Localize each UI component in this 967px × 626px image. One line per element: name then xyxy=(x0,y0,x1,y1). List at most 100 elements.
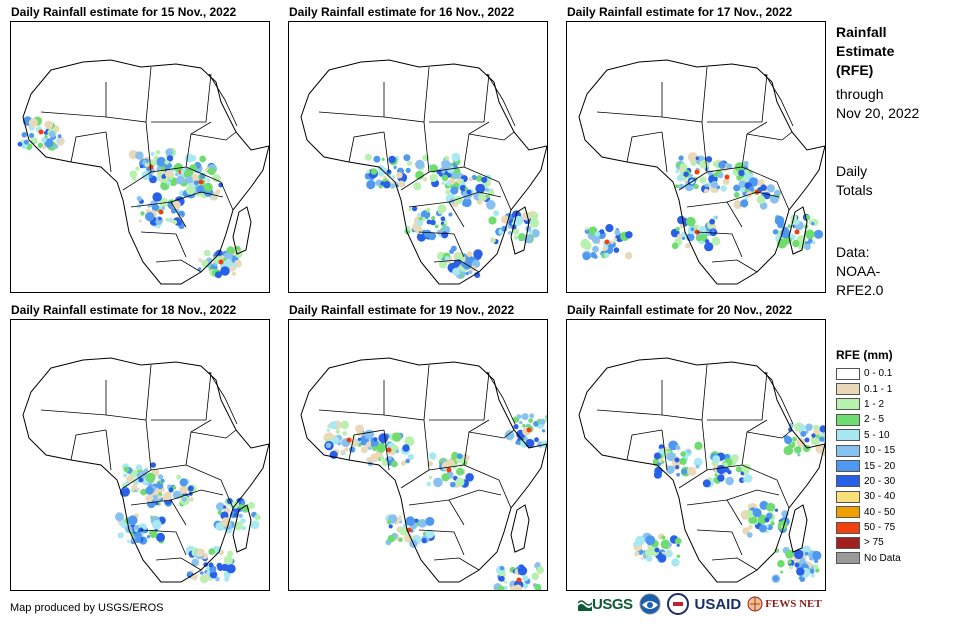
rain-cell xyxy=(437,229,442,235)
rain-cell xyxy=(676,174,684,182)
country-border xyxy=(429,73,490,123)
africa-coastline xyxy=(578,357,825,583)
rain-cell xyxy=(355,424,364,434)
panel-title-4: Daily Rainfall estimate for 18 Nov., 202… xyxy=(11,303,237,317)
rain-cell xyxy=(523,436,528,441)
rain-cell xyxy=(438,260,448,269)
rain-cell xyxy=(170,208,177,214)
country-border xyxy=(348,131,385,163)
usgs-logo-text: USGS xyxy=(592,595,633,613)
country-border xyxy=(150,121,212,173)
rain-cell xyxy=(675,537,682,545)
map-svg-5 xyxy=(300,357,547,590)
rain-cell xyxy=(475,175,483,182)
rain-core xyxy=(654,547,660,553)
rain-core xyxy=(724,174,730,180)
rain-cell xyxy=(512,228,520,235)
rain-cell xyxy=(164,170,173,178)
rain-cell xyxy=(459,184,467,192)
country-border xyxy=(626,131,663,163)
fews-globe-icon xyxy=(747,596,763,612)
rain-cell xyxy=(766,512,773,520)
rain-cell xyxy=(428,475,433,480)
rain-cell xyxy=(368,446,372,450)
rain-cell xyxy=(341,452,345,456)
rain-cell xyxy=(772,575,779,582)
country-border xyxy=(626,429,663,461)
rain-cell xyxy=(215,189,221,195)
logo-strip: USGS USAID FEWS NET xyxy=(578,593,822,615)
rain-cell xyxy=(666,465,675,474)
rain-cell xyxy=(681,468,688,475)
rain-cell xyxy=(227,550,234,557)
rain-cell xyxy=(340,420,349,430)
rain-cell xyxy=(387,520,392,525)
rain-cell xyxy=(671,242,679,250)
rain-cell xyxy=(140,211,145,216)
rain-cell xyxy=(534,437,539,443)
rain-cell xyxy=(657,554,667,563)
rain-cell xyxy=(683,171,689,177)
rain-cell xyxy=(247,504,251,508)
rain-cell xyxy=(164,159,170,165)
rain-cell xyxy=(675,465,680,470)
country-border xyxy=(726,191,780,203)
country-border xyxy=(706,121,768,173)
rain-cell xyxy=(196,185,205,194)
rain-cell xyxy=(792,436,797,442)
rain-cell xyxy=(144,468,149,473)
rain-cell xyxy=(712,160,720,168)
rain-cell xyxy=(766,502,776,512)
rain-cell xyxy=(536,566,544,574)
rain-cell xyxy=(644,548,652,557)
rain-cell xyxy=(375,179,383,187)
rain-cell xyxy=(231,271,236,276)
country-border xyxy=(433,259,480,273)
rain-cell xyxy=(161,174,167,180)
rain-cell xyxy=(654,466,663,476)
rain-cell xyxy=(676,543,680,547)
legend-swatch xyxy=(836,367,860,380)
rain-cell xyxy=(666,452,676,462)
map-svg-6 xyxy=(578,357,825,583)
rain-cell xyxy=(499,566,505,571)
rain-cell xyxy=(605,224,614,233)
rain-cell xyxy=(425,529,435,539)
rain-cell xyxy=(796,567,805,576)
rain-cell xyxy=(431,216,436,221)
rain-cell xyxy=(172,220,178,225)
country-border xyxy=(190,131,237,141)
rain-cell xyxy=(451,152,461,162)
rain-cell xyxy=(140,488,148,496)
panel-title-3: Daily Rainfall estimate for 17 Nov., 202… xyxy=(567,5,793,19)
rain-cell xyxy=(189,155,197,162)
rain-cell xyxy=(531,572,539,581)
rain-cell xyxy=(503,585,508,590)
rain-cell xyxy=(675,169,680,174)
rain-cell xyxy=(135,166,140,171)
rain-cell xyxy=(456,453,463,460)
rain-cell xyxy=(399,526,409,536)
rain-cell xyxy=(593,254,598,259)
rain-cell xyxy=(694,441,703,450)
rain-cell xyxy=(421,216,426,222)
rain-cell xyxy=(134,536,142,543)
rainfall-map-3 xyxy=(566,21,826,293)
country-border xyxy=(448,489,502,501)
rain-cell xyxy=(349,446,356,453)
red-sea-coast xyxy=(764,73,794,127)
country-border xyxy=(428,121,490,173)
rain-cell xyxy=(139,164,144,169)
rain-cell xyxy=(193,180,199,186)
legend-item: 1 - 2 xyxy=(836,397,901,412)
rain-cell xyxy=(146,535,151,539)
rain-cell xyxy=(176,175,185,185)
rainfall-map-5 xyxy=(288,319,548,591)
rain-cell xyxy=(127,539,131,543)
red-sea-coast xyxy=(764,371,794,425)
rain-cell xyxy=(774,215,785,226)
rain-cell xyxy=(226,564,236,574)
madagascar-outline xyxy=(510,504,530,553)
rain-cell xyxy=(396,172,403,179)
rain-core xyxy=(764,517,770,523)
